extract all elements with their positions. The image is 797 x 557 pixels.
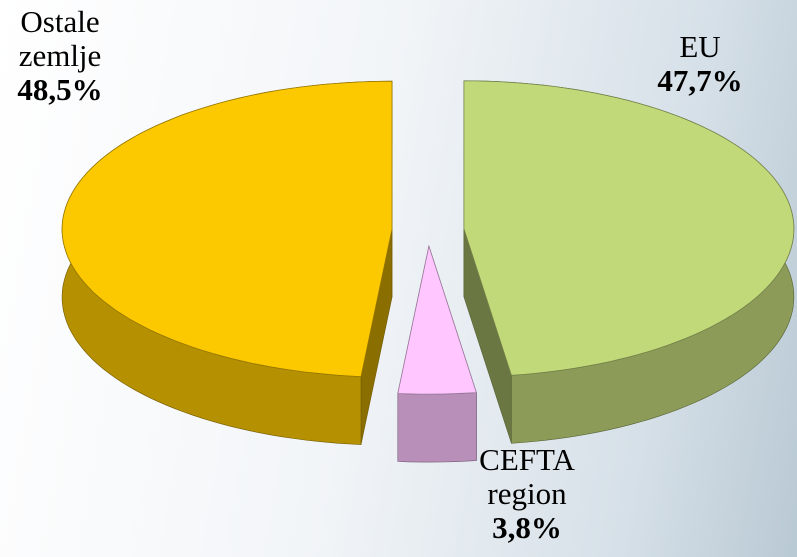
category-label: CEFTA region [479,442,575,511]
value-label: 48,5% [17,72,103,107]
slice [463,80,795,376]
slice [397,244,477,395]
category-label: Ostale zemlje [18,4,102,73]
slice-wall [397,392,477,463]
slice-label: Ostale zemlje 48,5% [0,5,120,107]
value-label: 47,7% [657,63,743,98]
value-label: 3,8% [492,510,562,545]
category-label: EU [679,29,721,64]
slice-label: EU 47,7% [625,30,775,98]
slice-label: CEFTA region 3,8% [472,443,582,545]
slice [61,80,393,378]
